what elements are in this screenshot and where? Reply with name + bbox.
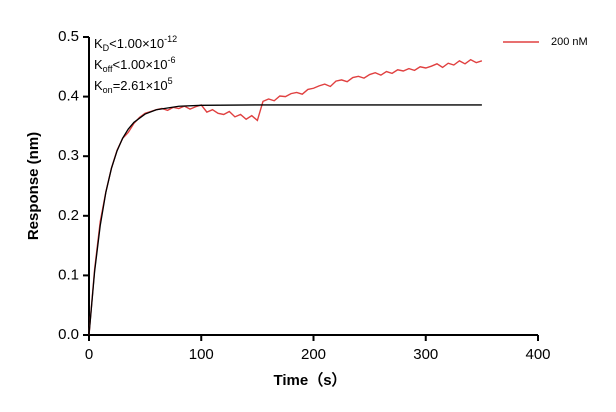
annotation: KD<1.00×10-12 [94, 34, 177, 53]
y-tick-label: 0.2 [58, 207, 79, 224]
y-axis-title: Response (nm) [25, 132, 42, 240]
annotation: Kon=2.61×105 [94, 76, 173, 95]
annotation-text: <1.00×10 [113, 57, 168, 72]
annotation-text: <1.00×10 [109, 36, 164, 51]
annotation-symbol: K [94, 78, 103, 93]
annotation-text: =2.61×10 [113, 78, 168, 93]
series-line [88, 58, 483, 336]
x-tick-label: 100 [189, 346, 214, 363]
annotation-subscript: on [103, 85, 113, 95]
x-tick-label: 200 [301, 346, 326, 363]
annotation-symbol: K [94, 57, 103, 72]
y-tick-label: 0.4 [58, 88, 79, 105]
series-line [88, 104, 482, 336]
annotation-symbol: K [94, 36, 103, 51]
y-tick-label: 0.0 [58, 326, 79, 343]
y-tick-label: 0.5 [58, 28, 79, 45]
y-tick-label: 0.1 [58, 266, 79, 283]
x-tick-label: 300 [413, 346, 438, 363]
y-tick-label: 0.3 [58, 147, 79, 164]
x-axis-title: Time（s） [273, 371, 346, 389]
annotation: Koff<1.00×10-6 [94, 55, 175, 74]
legend-label: 200 nM [551, 36, 588, 48]
annotation-subscript: D [103, 43, 110, 53]
annotation-subscript: off [103, 64, 113, 74]
annotation-superscript: -12 [164, 34, 177, 44]
x-tick-label: 0 [85, 346, 93, 363]
x-tick-label: 400 [525, 346, 550, 363]
annotation-superscript: -6 [167, 55, 175, 65]
annotation-superscript: 5 [168, 76, 173, 86]
